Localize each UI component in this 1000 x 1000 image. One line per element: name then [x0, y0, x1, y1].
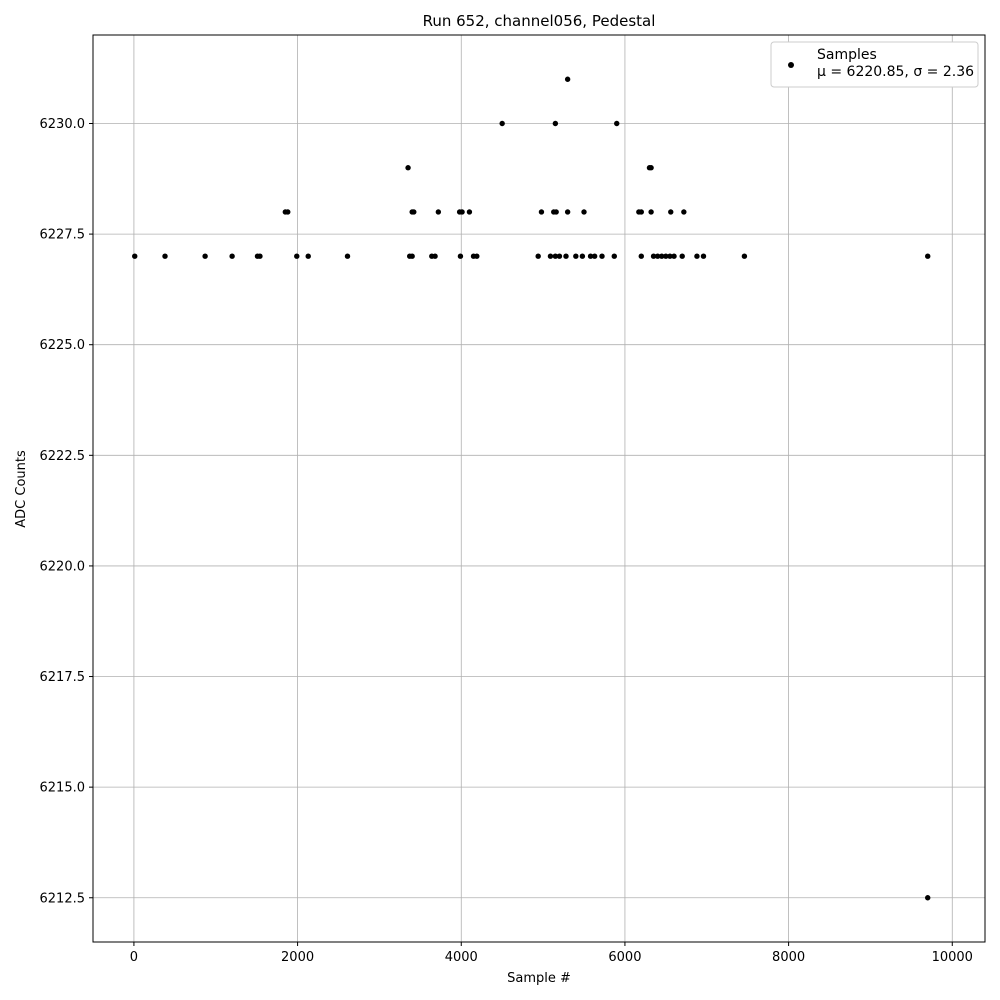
data-point	[499, 120, 505, 127]
data-point	[663, 253, 669, 259]
x-tick-label: 10000	[932, 950, 973, 965]
chart-title: Run 652, channel056, Pedestal	[423, 12, 656, 30]
legend-marker	[788, 62, 794, 68]
x-tick-label: 6000	[608, 950, 641, 965]
data-point	[435, 209, 442, 215]
legend-box	[770, 41, 979, 88]
data-point	[257, 253, 263, 259]
y-axis-label: ADC Counts	[14, 450, 29, 528]
y-tick-label: 6212.5	[40, 891, 86, 906]
data-point	[564, 76, 571, 82]
data-point	[579, 253, 586, 259]
y-axis-ticks: 6212.5 6215.0 6217.5 6220.0 6222.5 6225.0 6227…	[40, 117, 93, 906]
data-point	[432, 253, 438, 259]
data-point	[681, 209, 687, 215]
data-point	[162, 253, 168, 259]
data-point	[552, 120, 559, 127]
data-point	[202, 253, 208, 259]
data-point	[285, 209, 291, 215]
data-point	[679, 253, 685, 259]
data-point	[466, 209, 473, 215]
x-tick-label: 2000	[281, 950, 314, 965]
data-point	[229, 253, 235, 259]
data-point	[409, 253, 415, 259]
data-point	[925, 895, 931, 901]
data-point	[457, 253, 464, 259]
data-point	[564, 209, 571, 215]
y-tick-label: 6217.5	[40, 670, 86, 685]
data-point	[553, 209, 559, 215]
data-point	[547, 253, 554, 259]
data-point	[614, 120, 620, 127]
data-point	[667, 253, 673, 259]
x-tick-label: 4000	[445, 950, 478, 965]
x-tick-label: 8000	[772, 950, 805, 965]
data-point	[694, 253, 700, 259]
plot-frame	[92, 34, 986, 943]
data-point	[459, 209, 465, 215]
y-tick-label: 6220.0	[40, 559, 86, 574]
y-tick-label: 6215.0	[40, 781, 86, 796]
data-point	[294, 253, 300, 259]
data-point	[587, 253, 594, 259]
y-tick-label: 6227.5	[40, 228, 86, 243]
data-point	[344, 253, 351, 259]
x-axis-label: Sample #	[507, 971, 571, 986]
y-tick-label: 6225.0	[40, 338, 86, 353]
legend-stats: μ = 6220.85, σ = 2.36	[817, 64, 974, 80]
data-point	[563, 253, 569, 259]
data-point	[581, 209, 587, 215]
data-point	[535, 253, 541, 259]
x-axis-ticks: 0 2000 4000 6000 8000 10000	[130, 942, 973, 965]
data-point	[411, 209, 417, 215]
data-point	[638, 209, 644, 215]
data-point	[648, 209, 654, 215]
data-points	[132, 76, 931, 901]
data-point	[474, 253, 480, 259]
x-tick-label: 0	[130, 950, 138, 965]
data-point	[538, 209, 545, 215]
data-point	[638, 253, 644, 259]
grid-lines	[93, 35, 985, 942]
data-point	[599, 253, 605, 259]
data-point	[591, 253, 598, 259]
data-point	[305, 253, 311, 259]
legend: Samples μ = 6220.85, σ = 2.36	[770, 41, 979, 88]
data-point	[741, 253, 748, 259]
data-point	[132, 253, 138, 259]
y-tick-label: 6230.0	[40, 117, 86, 132]
data-point	[611, 253, 617, 259]
data-point	[671, 253, 677, 259]
data-point	[650, 253, 657, 259]
data-point	[700, 253, 707, 259]
data-point	[668, 209, 674, 215]
data-point	[573, 253, 579, 259]
data-point	[654, 253, 661, 259]
data-point	[556, 253, 563, 259]
data-point	[659, 253, 665, 259]
data-point	[925, 253, 931, 259]
legend-label: Samples	[817, 47, 877, 63]
y-tick-label: 6222.5	[40, 449, 86, 464]
data-point	[648, 165, 654, 171]
plot-area	[93, 35, 985, 942]
data-point	[405, 165, 411, 171]
data-point	[552, 253, 559, 259]
